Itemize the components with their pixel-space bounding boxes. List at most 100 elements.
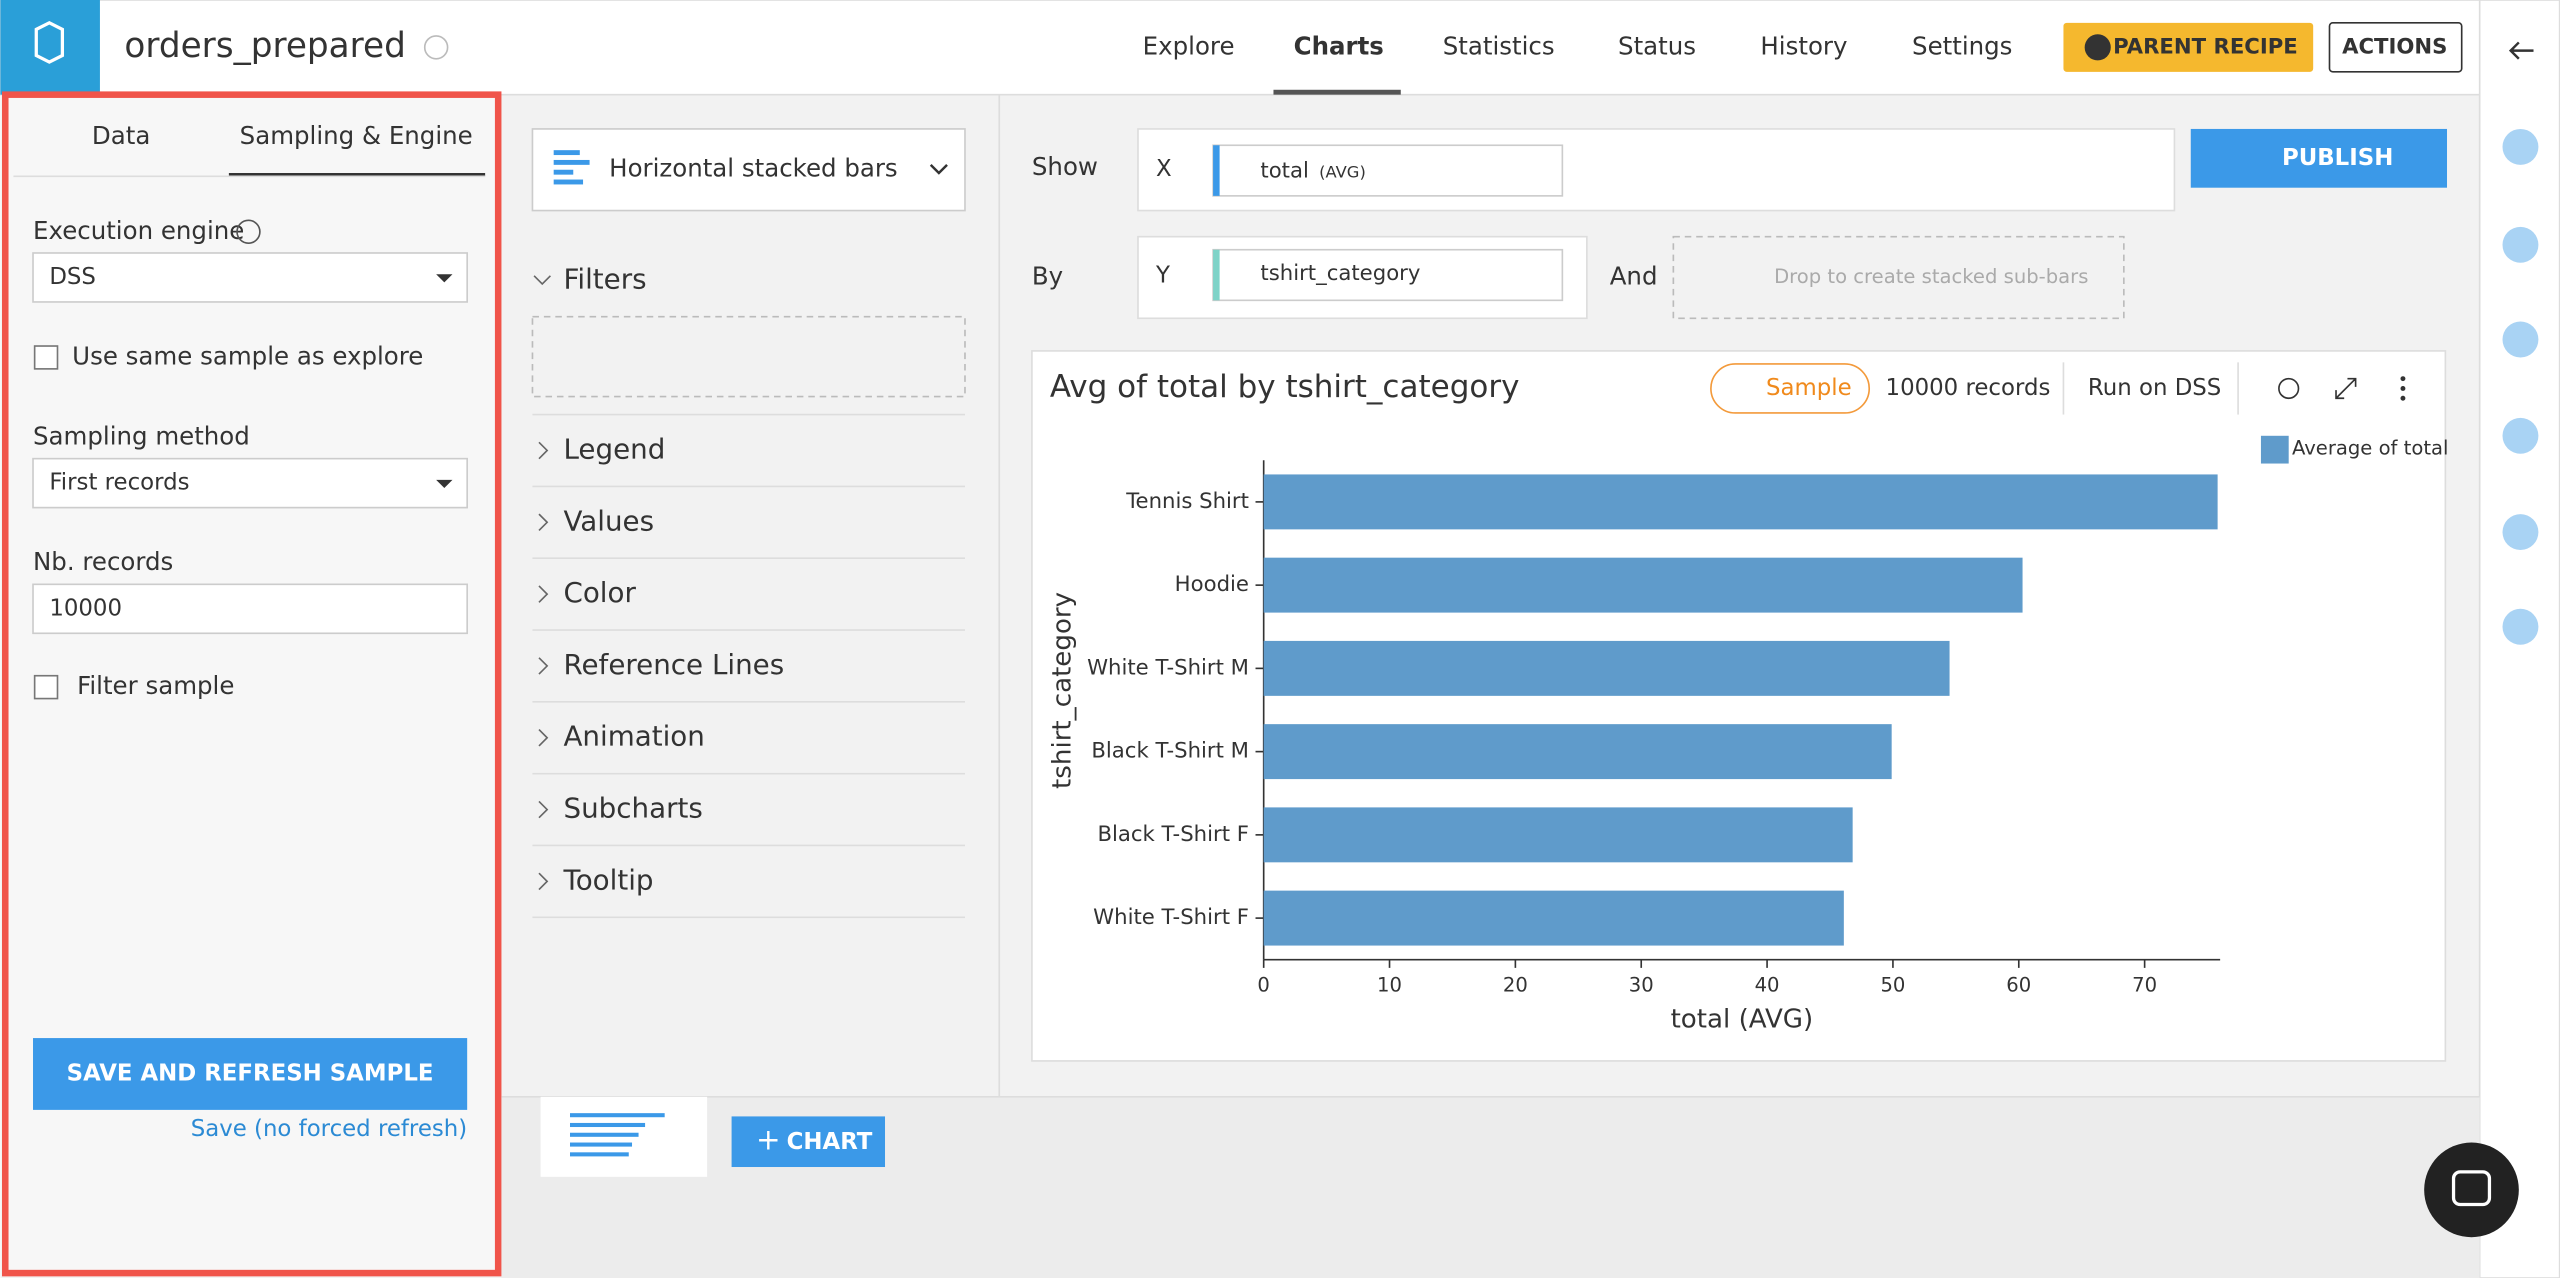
- y-tick-label: Tennis Shirt: [1125, 489, 1249, 514]
- records-input[interactable]: [32, 583, 468, 635]
- chart-type-label: Horizontal stacked bars: [609, 154, 898, 183]
- sample-badge[interactable]: [1710, 363, 1871, 414]
- filter-drop-zone[interactable]: [531, 315, 966, 398]
- chart-type-select[interactable]: [531, 128, 966, 212]
- chart-thumbnail[interactable]: [540, 1096, 708, 1177]
- x-tick-label: 20: [1503, 973, 1528, 996]
- select-value: First records: [49, 470, 189, 496]
- tab[interactable]: Data: [92, 121, 150, 150]
- nav-tab[interactable]: Status: [1618, 31, 1696, 60]
- nav-tab[interactable]: Explore: [1143, 31, 1235, 60]
- badge-label: Sample: [1766, 375, 1852, 401]
- field-label: Execution engine: [33, 216, 244, 245]
- bar: [1263, 640, 1950, 696]
- section-header[interactable]: Animation: [563, 720, 704, 753]
- rail-icon[interactable]: [2502, 608, 2539, 645]
- parent-recipe-button[interactable]: [2063, 22, 2314, 72]
- nav-tab[interactable]: Settings: [1912, 31, 2012, 60]
- legend-swatch: [2260, 435, 2289, 464]
- engine-select[interactable]: [32, 252, 468, 303]
- nav-tab[interactable]: History: [1760, 31, 1847, 60]
- add-chart-button[interactable]: [731, 1116, 886, 1168]
- plus-icon: +: [756, 1122, 781, 1156]
- x-tick-label: 30: [1629, 973, 1654, 996]
- y-tick-label: Black T-Shirt F: [1097, 822, 1249, 847]
- section-header[interactable]: Legend: [563, 432, 665, 465]
- checkbox[interactable]: [33, 674, 59, 700]
- info-icon[interactable]: [236, 219, 261, 245]
- caret: [929, 163, 948, 175]
- caret: [436, 479, 453, 489]
- sub-bar-drop-zone[interactable]: [1672, 235, 2125, 320]
- refresh-icon[interactable]: [2278, 377, 2300, 400]
- checkbox-label: Filter sample: [77, 671, 234, 700]
- y-axis-label: tshirt_category: [1047, 592, 1077, 789]
- button-label: SAVE AND REFRESH SAMPLE: [67, 1060, 434, 1086]
- share-icon[interactable]: [423, 35, 449, 60]
- section-header[interactable]: Tooltip: [562, 863, 653, 896]
- pill-agg: (AVG): [1319, 163, 1366, 182]
- checkbox[interactable]: [33, 345, 59, 370]
- x-tick-label: 60: [2006, 973, 2031, 996]
- row-label: Show: [1032, 152, 1098, 181]
- run-on-dss[interactable]: Run on DSS: [2088, 375, 2221, 401]
- pill-label: total: [1260, 158, 1308, 183]
- nav-tab[interactable]: Charts: [1294, 31, 1384, 60]
- chart-title: Avg of total by tshirt_category: [1050, 369, 1520, 405]
- rail-icon[interactable]: [2502, 514, 2539, 551]
- button-label: PARENT RECIPE: [2113, 34, 2298, 59]
- x-tick-label: 0: [1257, 973, 1269, 996]
- bar: [1263, 890, 1844, 946]
- actions-button[interactable]: [2328, 22, 2463, 73]
- logo[interactable]: [0, 0, 100, 95]
- button-label: PUBLISH: [2282, 145, 2393, 171]
- checkbox-label: Use same sample as explore: [72, 341, 423, 370]
- section-header[interactable]: Values: [563, 504, 654, 537]
- record-count: 10000 records: [1886, 375, 2051, 401]
- section-header[interactable]: Reference Lines: [563, 648, 784, 681]
- save-link[interactable]: Save (no forced refresh): [191, 1116, 467, 1142]
- active-tab-underline: [1273, 89, 1401, 95]
- section-header[interactable]: Subcharts: [563, 792, 702, 825]
- caret: [436, 274, 453, 283]
- y-tick-label: Hoodie: [1175, 572, 1249, 597]
- rail-icon[interactable]: [2502, 321, 2539, 358]
- bar: [1263, 474, 2218, 530]
- thumbnail-icon: [570, 1113, 665, 1157]
- rail-icon[interactable]: [2502, 226, 2539, 263]
- x-tick-label: 70: [2132, 973, 2157, 996]
- y-tick-label: Black T-Shirt M: [1091, 739, 1249, 764]
- menu-icon[interactable]: [2400, 376, 2406, 401]
- chart-type-icon: [553, 150, 590, 185]
- rail-icon[interactable]: [2502, 417, 2539, 454]
- chevron: [538, 800, 549, 819]
- save-refresh-button[interactable]: [33, 1038, 468, 1110]
- x-tick-label: 10: [1377, 973, 1402, 996]
- expand-icon[interactable]: [2335, 377, 2357, 400]
- bar: [1263, 724, 1892, 780]
- chevron: [538, 729, 549, 747]
- chat-button[interactable]: [2424, 1142, 2519, 1238]
- section-header[interactable]: Color: [563, 576, 636, 609]
- pill-accent: [1213, 249, 1220, 301]
- axis-letter[interactable]: X: [1156, 156, 1172, 182]
- chevron: [538, 657, 549, 675]
- dataset-title: orders_prepared: [124, 26, 405, 66]
- section-header[interactable]: Filters: [563, 263, 646, 296]
- button-label: ACTIONS: [2342, 34, 2447, 59]
- bar: [1263, 557, 2023, 613]
- rail-icon[interactable]: [2502, 128, 2539, 165]
- method-select[interactable]: [32, 457, 468, 509]
- x-tick-label: 50: [1880, 973, 1905, 996]
- tab[interactable]: Sampling & Engine: [240, 121, 473, 150]
- chevron: [538, 585, 549, 603]
- x-tick-label: 40: [1755, 973, 1780, 996]
- chat-icon: [2451, 1170, 2492, 1207]
- nav-tab[interactable]: Statistics: [1443, 31, 1555, 60]
- row-label: By: [1032, 261, 1063, 290]
- select-value: DSS: [49, 264, 96, 290]
- axis-letter[interactable]: Y: [1155, 262, 1170, 288]
- collapse-icon[interactable]: [2508, 41, 2534, 60]
- publish-button[interactable]: [2190, 128, 2448, 188]
